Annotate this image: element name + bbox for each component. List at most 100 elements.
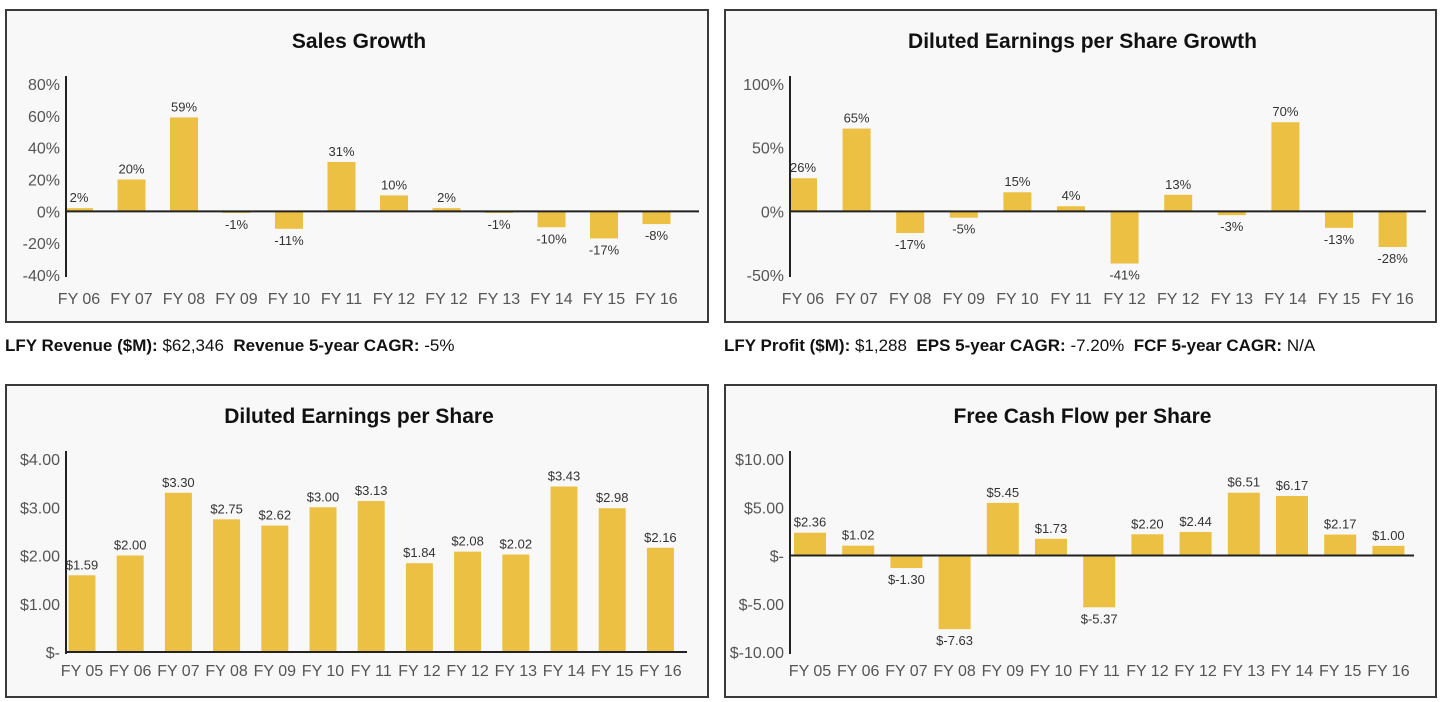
- data-label: 15%: [1004, 174, 1030, 189]
- chart-title: Diluted Earnings per Share: [224, 405, 494, 428]
- y-tick-label: 60%: [28, 109, 60, 126]
- sales-growth-chart: Sales Growth 80% 60% 40% 20% 0% -20% -40% 2% FY 0…: [23, 30, 699, 308]
- x-tick-label: FY 09: [943, 291, 986, 308]
- chart-title: Free Cash Flow per Share: [954, 405, 1212, 428]
- x-tick-label: FY 13: [1211, 291, 1254, 308]
- fcf-per-share-chart: Free Cash Flow per Share $10.00 $5.00 $- $-5…: [730, 405, 1414, 680]
- data-label: 4%: [1062, 188, 1081, 203]
- data-label: 2%: [437, 190, 456, 205]
- data-label: 13%: [1165, 177, 1191, 192]
- data-label: -3%: [1220, 219, 1244, 234]
- eps-cagr-value: -7.20%: [1070, 336, 1125, 355]
- fcf-cagr-value: N/A: [1286, 336, 1316, 355]
- y-tick-label: $2.00: [20, 549, 60, 566]
- data-label: $2.02: [500, 537, 533, 552]
- y-tick-label: 20%: [28, 173, 60, 190]
- bar: [380, 195, 408, 212]
- data-label: $2.08: [451, 534, 484, 549]
- x-tick-label: FY 05: [61, 663, 104, 680]
- bar: [896, 211, 925, 233]
- data-label: $1.00: [1372, 528, 1405, 543]
- x-tick-label: FY 11: [321, 291, 362, 308]
- diluted-eps-panel: Diluted Earnings per Share $4.00 $3.00 $2.0…: [5, 384, 709, 698]
- x-tick-label: FY 16: [1367, 663, 1410, 680]
- lfy-revenue-label: LFY Revenue ($M):: [5, 336, 158, 355]
- x-tick-label: FY 09: [215, 291, 258, 308]
- eps-cagr-label: EPS 5-year CAGR:: [916, 336, 1066, 355]
- y-tick-label: $-: [770, 549, 784, 566]
- x-tick-label: FY 16: [639, 663, 682, 680]
- data-label: 65%: [844, 111, 870, 126]
- x-tick-label: FY 10: [302, 663, 345, 680]
- x-tick-label: FY 12: [446, 663, 489, 680]
- x-tick-label: FY 14: [1264, 291, 1307, 308]
- data-label: $2.44: [1179, 514, 1212, 529]
- data-label: -1%: [487, 217, 511, 232]
- x-tick-label: FY 06: [837, 663, 880, 680]
- data-label: 26%: [790, 160, 816, 175]
- x-tick-label: FY 11: [1050, 291, 1091, 308]
- x-tick-label: FY 12: [398, 663, 441, 680]
- bar: [1179, 531, 1212, 556]
- y-tick-label: $4.00: [20, 452, 60, 469]
- bar: [261, 525, 289, 652]
- eps-growth-panel: Diluted Earnings per Share Growth 100% 50%…: [724, 9, 1437, 323]
- y-tick-label: 80%: [28, 77, 60, 94]
- data-label: -8%: [645, 228, 669, 243]
- bar: [405, 563, 433, 652]
- bar: [794, 532, 826, 556]
- x-tick-label: FY 14: [530, 291, 573, 308]
- bar: [117, 179, 146, 212]
- bar: [432, 208, 461, 212]
- data-label: 59%: [171, 99, 197, 114]
- revenue-cagr-value: -5%: [424, 336, 455, 355]
- bar: [598, 508, 626, 652]
- y-tick-label: $1.00: [20, 597, 60, 614]
- info-right: LFY Profit ($M): $1,288 EPS 5-year CAGR:…: [724, 336, 1315, 356]
- x-tick-label: FY 14: [1271, 663, 1314, 680]
- bar: [502, 554, 530, 652]
- data-label: $5.45: [987, 485, 1020, 500]
- y-tick-label: 0%: [37, 204, 60, 221]
- data-label: 70%: [1272, 104, 1298, 119]
- x-tick-label: FY 15: [1318, 291, 1361, 308]
- bar: [789, 178, 817, 212]
- bar: [938, 555, 971, 630]
- data-label: $1.02: [842, 528, 875, 543]
- bar: [1131, 534, 1164, 556]
- data-label: $6.17: [1276, 478, 1309, 493]
- data-label: $-7.63: [936, 633, 973, 648]
- data-label: $3.43: [548, 469, 581, 484]
- x-tick-label: FY 16: [1371, 291, 1414, 308]
- x-tick-label: FY 13: [495, 663, 538, 680]
- bar: [1276, 495, 1308, 556]
- x-tick-label: FY 10: [996, 291, 1039, 308]
- bar: [642, 211, 671, 225]
- data-label: $-1.30: [888, 572, 925, 587]
- bar: [537, 211, 566, 228]
- x-tick-label: FY 11: [351, 663, 392, 680]
- data-label: 20%: [118, 162, 144, 177]
- lfy-profit-value: $1,288: [854, 336, 907, 355]
- y-tick-label: $3.00: [20, 500, 60, 517]
- y-tick-label: 100%: [743, 77, 784, 94]
- y-tick-label: $-5.00: [739, 597, 784, 614]
- bar: [842, 545, 875, 556]
- chart-title: Diluted Earnings per Share Growth: [908, 30, 1257, 53]
- x-tick-label: FY 07: [110, 291, 153, 308]
- lfy-revenue-value: $62,346: [162, 336, 224, 355]
- x-tick-label: FY 12: [425, 291, 468, 308]
- y-tick-label: $5.00: [744, 500, 784, 517]
- x-tick-label: FY 14: [543, 663, 586, 680]
- data-label: 10%: [381, 177, 407, 192]
- bar: [1110, 211, 1139, 264]
- x-tick-label: FY 07: [885, 663, 928, 680]
- x-tick-label: FY 05: [789, 663, 832, 680]
- data-label: $3.30: [162, 475, 195, 490]
- y-tick-label: 40%: [28, 141, 60, 158]
- data-label: -17%: [895, 237, 926, 252]
- bar: [1003, 192, 1032, 212]
- x-tick-label: FY 09: [254, 663, 297, 680]
- bar: [68, 575, 96, 652]
- x-tick-label: FY 07: [835, 291, 878, 308]
